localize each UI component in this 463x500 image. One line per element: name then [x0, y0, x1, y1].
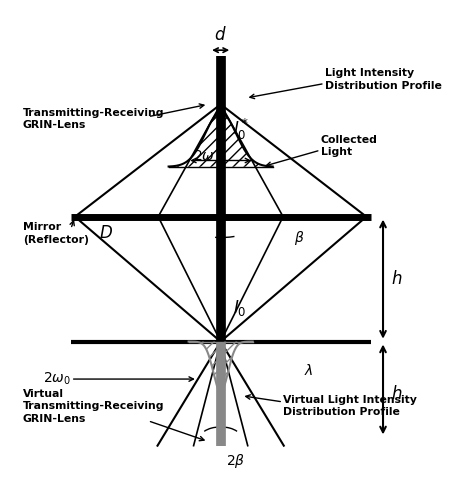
- Text: Light Intensity
Distribution Profile: Light Intensity Distribution Profile: [324, 68, 441, 90]
- Text: $h$: $h$: [390, 384, 402, 402]
- Text: Collected
Light: Collected Light: [320, 134, 376, 157]
- Text: Transmitting-Receiving
GRIN-Lens: Transmitting-Receiving GRIN-Lens: [23, 108, 164, 130]
- Text: $I_0^*$: $I_0^*$: [232, 116, 249, 142]
- Text: $h$: $h$: [390, 270, 402, 288]
- Text: Virtual Light Intensity
Distribution Profile: Virtual Light Intensity Distribution Pro…: [282, 395, 416, 417]
- Text: $\lambda$: $\lambda$: [303, 363, 313, 378]
- Text: $2\omega_0$: $2\omega_0$: [43, 371, 71, 388]
- Text: Mirror
(Reflector): Mirror (Reflector): [23, 222, 88, 244]
- Text: $2\beta$: $2\beta$: [226, 452, 245, 470]
- Text: $\beta$: $\beta$: [293, 228, 303, 246]
- Text: $D$: $D$: [99, 225, 113, 242]
- Text: $I_0$: $I_0$: [232, 298, 246, 318]
- Text: Virtual
Transmitting-Receiving
GRIN-Lens: Virtual Transmitting-Receiving GRIN-Lens: [23, 388, 164, 424]
- Text: $2\omega$: $2\omega$: [192, 148, 214, 162]
- Text: $d$: $d$: [214, 26, 226, 44]
